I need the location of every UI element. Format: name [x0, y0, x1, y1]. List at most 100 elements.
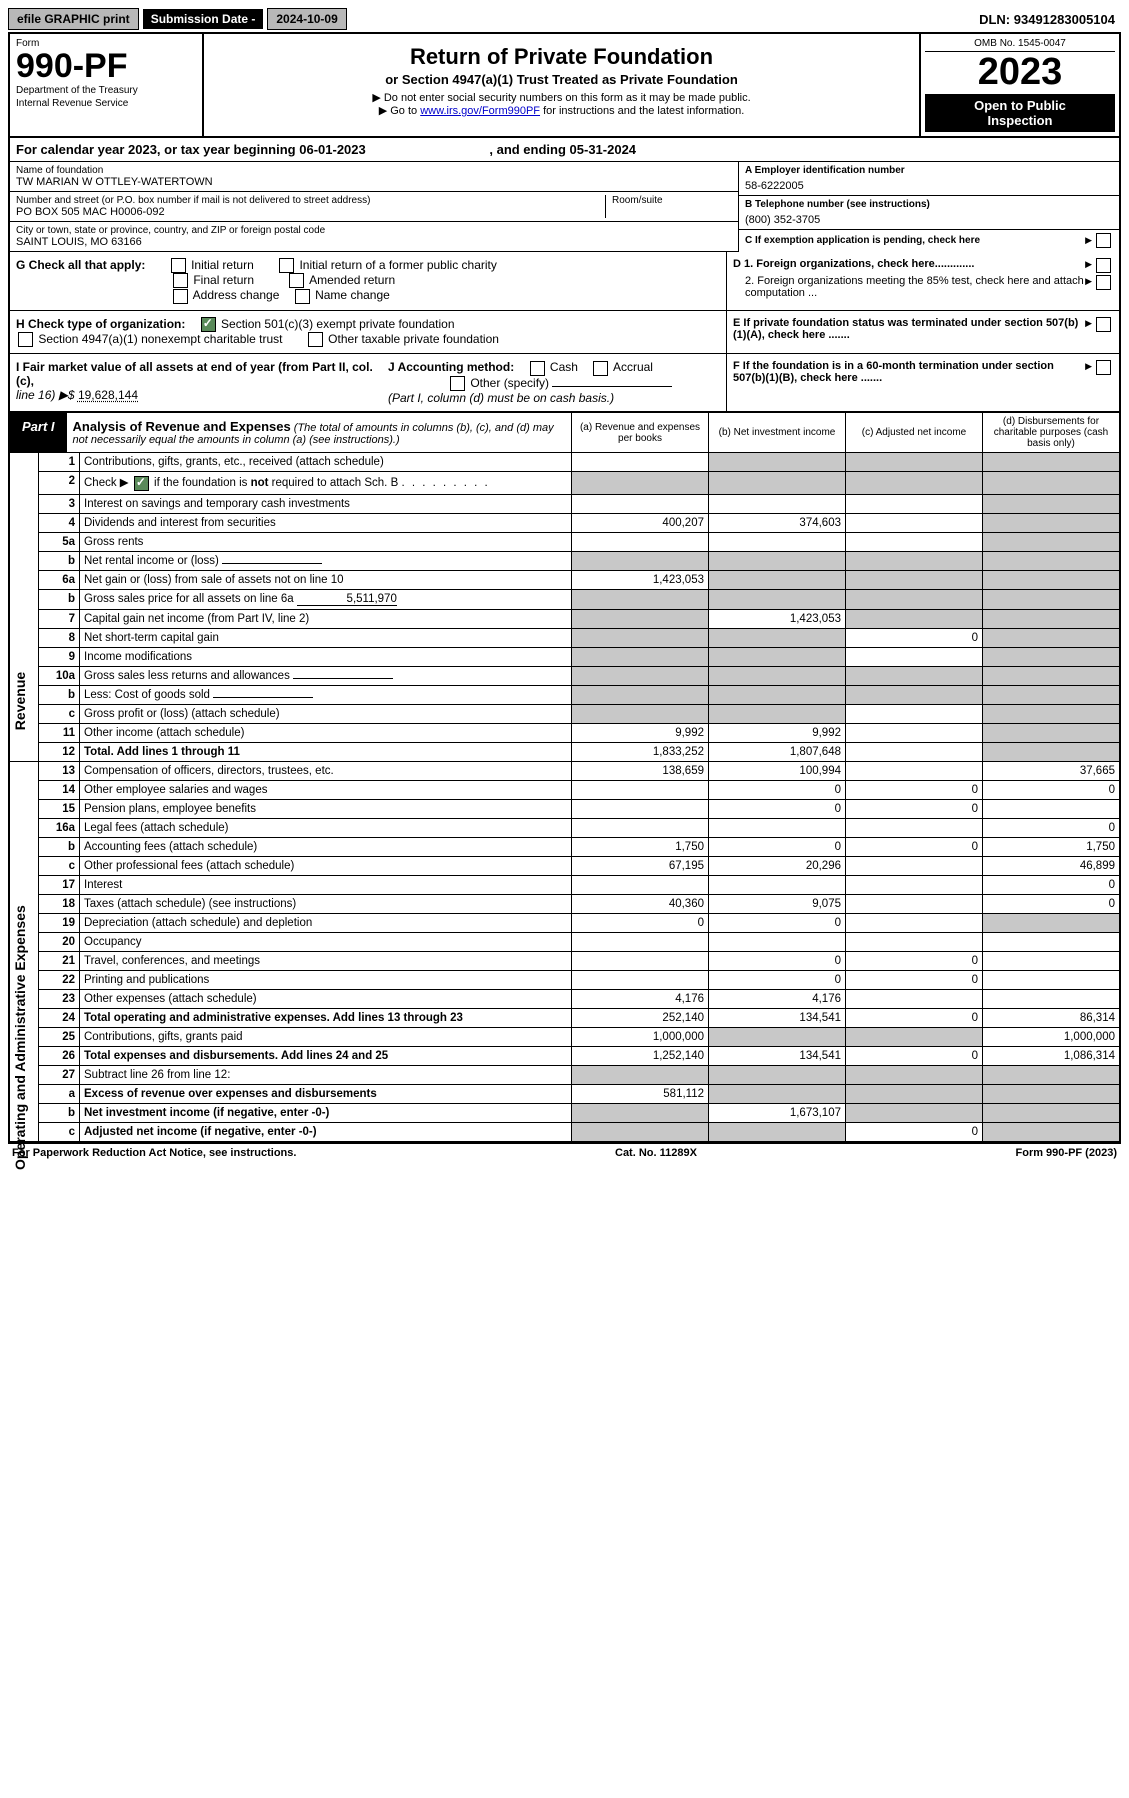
amount-cell: 1,673,107: [709, 1103, 846, 1122]
cash-checkbox[interactable]: [530, 361, 545, 376]
amount-cell: 0: [983, 875, 1120, 894]
amount-cell: [983, 609, 1120, 628]
amount-cell: 0: [709, 913, 846, 932]
table-row: bAccounting fees (attach schedule)1,7500…: [10, 837, 1119, 856]
amount-cell: 1,833,252: [572, 742, 709, 761]
line-description: Capital gain net income (from Part IV, l…: [80, 609, 572, 628]
address: PO BOX 505 MAC H0006-092: [16, 206, 605, 218]
city-cell: City or town, state or province, country…: [10, 222, 738, 252]
tax-year: 2023: [925, 52, 1115, 94]
foreign-org-checkbox[interactable]: [1096, 258, 1111, 273]
line-description: Net rental income or (loss): [80, 551, 572, 570]
amount-cell: [846, 856, 983, 875]
amount-cell: [572, 780, 709, 799]
amount-cell: [709, 1122, 846, 1141]
other-method-checkbox[interactable]: [450, 376, 465, 391]
amount-cell: 1,423,053: [709, 609, 846, 628]
amount-cell: [983, 951, 1120, 970]
amount-cell: 0: [846, 970, 983, 989]
line-description: Other professional fees (attach schedule…: [80, 856, 572, 875]
line-description: Legal fees (attach schedule): [80, 818, 572, 837]
amount-cell: [846, 472, 983, 494]
amount-cell: 1,000,000: [983, 1027, 1120, 1046]
amount-cell: 0: [709, 970, 846, 989]
line-number: 17: [39, 875, 80, 894]
amount-cell: [709, 1084, 846, 1103]
submission-date-value: 2024-10-09: [267, 8, 346, 30]
table-row: 7Capital gain net income (from Part IV, …: [10, 609, 1119, 628]
amount-cell: 400,207: [572, 513, 709, 532]
amount-cell: [709, 1027, 846, 1046]
line-number: 27: [39, 1065, 80, 1084]
amount-cell: 9,992: [572, 723, 709, 742]
amount-cell: [846, 513, 983, 532]
4947a1-checkbox[interactable]: [18, 332, 33, 347]
table-row: 23Other expenses (attach schedule)4,1764…: [10, 989, 1119, 1008]
address-change-checkbox[interactable]: [173, 289, 188, 304]
part1-badge: Part I: [10, 413, 67, 452]
name-change-checkbox[interactable]: [295, 289, 310, 304]
col-c-header: (c) Adjusted net income: [845, 413, 982, 452]
amount-cell: [572, 1065, 709, 1084]
other-taxable-checkbox[interactable]: [308, 332, 323, 347]
amount-cell: 40,360: [572, 894, 709, 913]
amount-cell: [572, 685, 709, 704]
amended-return-checkbox[interactable]: [289, 273, 304, 288]
efile-print-button[interactable]: efile GRAPHIC print: [8, 8, 139, 30]
line-number: 23: [39, 989, 80, 1008]
line-number: a: [39, 1084, 80, 1103]
line-number: c: [39, 704, 80, 723]
line-description: Gross rents: [80, 532, 572, 551]
dept-treasury: Department of the Treasury: [16, 85, 196, 96]
amount-cell: [572, 494, 709, 513]
final-return-checkbox[interactable]: [173, 273, 188, 288]
table-row: cAdjusted net income (if negative, enter…: [10, 1122, 1119, 1141]
section-h-e-row: H Check type of organization: Section 50…: [10, 311, 1119, 355]
line-number: 14: [39, 780, 80, 799]
amount-cell: [572, 551, 709, 570]
amount-cell: [983, 685, 1120, 704]
section-d: D 1. Foreign organizations, check here..…: [726, 252, 1119, 310]
initial-former-checkbox[interactable]: [279, 258, 294, 273]
line-description: Compensation of officers, directors, tru…: [80, 761, 572, 780]
line-number: 24: [39, 1008, 80, 1027]
60-month-checkbox[interactable]: [1096, 360, 1111, 375]
line-number: 11: [39, 723, 80, 742]
revenue-side-label: Revenue: [10, 453, 39, 761]
amount-cell: [983, 472, 1120, 494]
status-terminated-checkbox[interactable]: [1096, 317, 1111, 332]
schb-not-required-checkbox[interactable]: [134, 476, 149, 491]
line-number: 25: [39, 1027, 80, 1046]
line-number: 12: [39, 742, 80, 761]
amount-cell: 0: [846, 1122, 983, 1141]
amount-cell: 67,195: [572, 856, 709, 875]
amount-cell: [983, 453, 1120, 472]
form-container: Form 990-PF Department of the Treasury I…: [8, 32, 1121, 1144]
501c3-checkbox[interactable]: [201, 317, 216, 332]
exemption-checkbox[interactable]: [1096, 233, 1111, 248]
accrual-checkbox[interactable]: [593, 361, 608, 376]
amount-cell: [572, 453, 709, 472]
amount-cell: [846, 723, 983, 742]
line-number: 21: [39, 951, 80, 970]
table-row: 4Dividends and interest from securities4…: [10, 513, 1119, 532]
amount-cell: [709, 647, 846, 666]
col-a-header: (a) Revenue and expenses per books: [571, 413, 708, 452]
line-number: 9: [39, 647, 80, 666]
amount-cell: 37,665: [983, 761, 1120, 780]
initial-return-checkbox[interactable]: [171, 258, 186, 273]
line-description: Other expenses (attach schedule): [80, 989, 572, 1008]
amount-cell: 100,994: [709, 761, 846, 780]
line-description: Accounting fees (attach schedule): [80, 837, 572, 856]
line-number: 6a: [39, 570, 80, 589]
expenses-side-label: Operating and Administrative Expenses: [10, 761, 39, 1141]
amount-cell: [572, 951, 709, 970]
table-row: 22Printing and publications00: [10, 970, 1119, 989]
amount-cell: [846, 609, 983, 628]
line-number: c: [39, 1122, 80, 1141]
form990pf-link[interactable]: www.irs.gov/Form990PF: [420, 105, 540, 117]
amount-cell: 0: [983, 818, 1120, 837]
amount-cell: [983, 932, 1120, 951]
amount-cell: [983, 647, 1120, 666]
foreign-85-checkbox[interactable]: [1096, 275, 1111, 290]
